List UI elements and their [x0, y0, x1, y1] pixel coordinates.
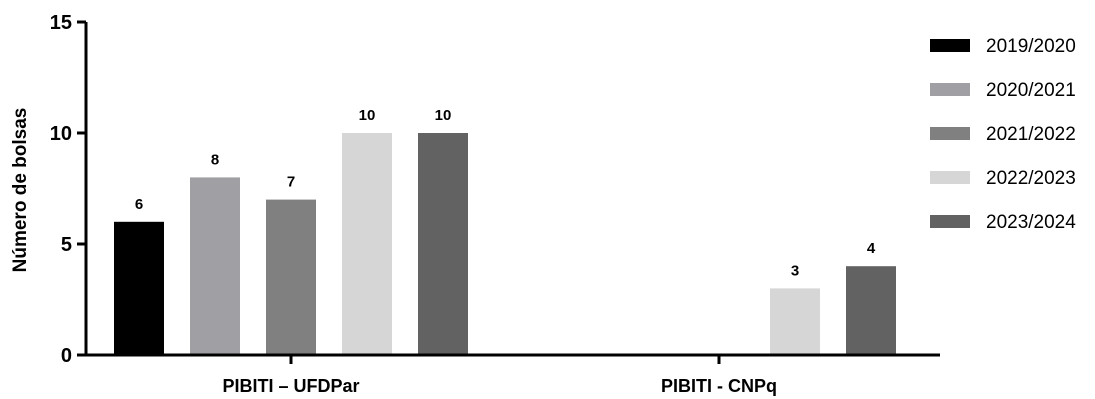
y-tick-label: 5 [61, 234, 72, 256]
bar-value-label: 7 [287, 174, 295, 191]
bar [418, 133, 468, 355]
x-category-label: PIBITI – UFDPar [222, 376, 359, 396]
y-axis: 0 5 10 15 [50, 12, 88, 367]
legend-label: 2019/2020 [986, 36, 1076, 57]
legend-swatch [930, 215, 970, 228]
bar [266, 199, 316, 355]
bar-value-label: 10 [359, 107, 376, 124]
legend-label: 2020/2021 [986, 80, 1076, 101]
legend-label: 2023/2024 [986, 212, 1076, 233]
legend-label: 2021/2022 [986, 124, 1076, 145]
legend-swatch [930, 127, 970, 140]
x-category-label: PIBITI - CNPq [661, 376, 777, 396]
bar-value-label: 6 [135, 196, 143, 213]
bar [846, 266, 896, 355]
bar [114, 221, 164, 355]
y-tick-label: 10 [50, 123, 72, 145]
legend-swatch [930, 171, 970, 184]
legend-swatch [930, 83, 970, 96]
bar-value-label: 3 [791, 262, 799, 279]
bar [342, 133, 392, 355]
legend-swatch [930, 39, 970, 52]
bar [770, 288, 820, 355]
bar-value-label: 8 [211, 151, 219, 168]
bar-value-label: 10 [435, 107, 452, 124]
bars: 6 8 7 10 10 3 4 [114, 107, 896, 355]
y-tick-label: 0 [61, 345, 72, 367]
legend-label: 2022/2023 [986, 168, 1076, 189]
y-axis-title: Número de bolsas [10, 108, 31, 273]
y-tick-label: 15 [50, 12, 72, 34]
bar-value-label: 4 [867, 240, 876, 257]
legend: 2019/2020 2020/2021 2021/2022 2022/2023 2023… [930, 36, 1076, 233]
x-axis: PIBITI – UFDPar PIBITI - CNPq [84, 353, 940, 396]
bar [190, 177, 240, 355]
